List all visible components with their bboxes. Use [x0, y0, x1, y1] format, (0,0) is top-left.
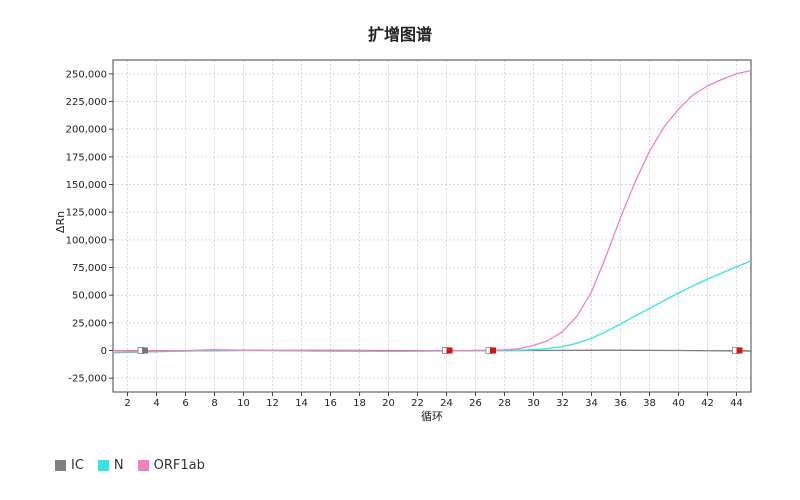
y-tick-label: 75,000: [72, 263, 107, 274]
y-tick-label: 100,000: [66, 235, 107, 246]
y-tick-label: 125,000: [66, 208, 107, 219]
series-line-orf1ab: [112, 69, 752, 353]
x-axis-title: 循环: [421, 410, 443, 423]
x-tick-label: 4: [153, 398, 159, 409]
x-tick-label: 24: [440, 398, 453, 409]
y-tick-label: 150,000: [66, 180, 107, 191]
x-tick-label: 12: [266, 398, 279, 409]
x-tick-label: 20: [382, 398, 395, 409]
legend-swatch: [55, 460, 66, 471]
y-tick-label: 0: [101, 346, 107, 357]
x-tick-label: 42: [701, 398, 714, 409]
chart-title: 扩增图谱: [368, 25, 432, 44]
plot-area: [112, 59, 752, 393]
x-tick-label: 14: [295, 398, 308, 409]
x-tick-label: 40: [672, 398, 685, 409]
x-axis: 2 4 6 8 10 12 14 16 18 20 22 24 26 28 30 32 34 36 38 40 42 44: [124, 392, 743, 409]
legend-label: IC: [71, 458, 84, 473]
x-tick-label: 28: [498, 398, 511, 409]
x-tick-label: 26: [469, 398, 482, 409]
x-tick-label: 18: [353, 398, 366, 409]
x-tick-label: 44: [730, 398, 743, 409]
legend-item-n[interactable]: N: [97, 458, 124, 473]
legend-label: ORF1ab: [153, 458, 205, 473]
x-tick-label: 34: [585, 398, 598, 409]
x-tick-label: 10: [237, 398, 250, 409]
legend-swatch: [137, 460, 149, 471]
x-tick-label: 22: [411, 398, 424, 409]
legend-label: N: [113, 458, 124, 473]
grid: [113, 60, 751, 392]
marker-ic: [142, 347, 148, 354]
y-axis-title: ΔRn: [54, 211, 67, 233]
y-tick-label: 175,000: [66, 152, 107, 163]
marker-orf1ab: [490, 347, 496, 354]
series-line-n: [112, 260, 752, 354]
threshold-markers: [137, 347, 743, 354]
series-lines: [112, 69, 752, 354]
legend: IC N ORF1ab: [55, 458, 205, 473]
legend-swatch: [97, 460, 109, 471]
x-tick-label: 16: [324, 398, 337, 409]
y-tick-label: 50,000: [72, 291, 107, 302]
x-tick-label: 38: [643, 398, 656, 409]
y-tick-label: -25,000: [68, 374, 107, 385]
x-tick-label: 30: [527, 398, 540, 409]
marker-n: [446, 347, 453, 354]
marker-ic: [736, 347, 743, 354]
y-tick-label: 250,000: [66, 69, 107, 80]
legend-item-ic[interactable]: IC: [55, 458, 84, 473]
x-tick-label: 6: [182, 398, 188, 409]
x-tick-label: 32: [556, 398, 569, 409]
y-tick-label: 25,000: [72, 318, 107, 329]
x-tick-label: 36: [614, 398, 627, 409]
x-tick-label: 8: [211, 398, 217, 409]
y-tick-label: 200,000: [66, 125, 107, 136]
legend-item-orf1ab[interactable]: ORF1ab: [137, 458, 205, 473]
y-axis: -25,000 0 25,000 50,000 75,000 100,000 125,000…: [66, 69, 113, 385]
y-tick-label: 225,000: [66, 97, 107, 108]
x-tick-label: 2: [124, 398, 130, 409]
